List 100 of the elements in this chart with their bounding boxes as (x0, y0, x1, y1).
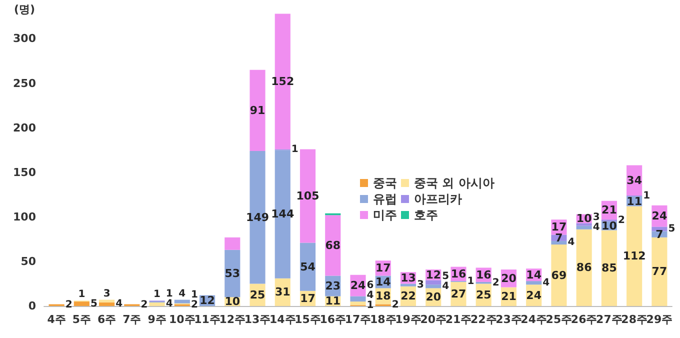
x-tick-label: 7주 (122, 313, 142, 326)
data-label: 21 (602, 204, 617, 217)
data-label: 91 (250, 104, 266, 117)
data-label: 1 (190, 290, 198, 301)
data-label: 4 (568, 237, 575, 248)
data-label: 112 (622, 250, 646, 263)
data-label: 4 (592, 222, 600, 234)
data-label: 1 (643, 190, 650, 202)
bar (350, 296, 366, 302)
bar (149, 302, 165, 306)
x-tick-label: 15주 (294, 313, 321, 326)
x-tick-label: 22주 (470, 313, 497, 326)
y-tick-label: 100 (13, 210, 36, 224)
data-label: 21 (501, 290, 516, 304)
x-tick-label: 25주 (546, 313, 572, 326)
legend-label: 호주 (414, 208, 438, 222)
data-label: 1 (366, 300, 374, 312)
x-tick-label: 21주 (445, 313, 472, 326)
bar (576, 229, 592, 306)
data-label: 69 (551, 268, 567, 282)
data-label: 10 (576, 212, 592, 226)
x-tick-label: 17주 (344, 313, 372, 326)
data-label: 11 (325, 294, 341, 308)
y-tick-label: 0 (28, 300, 36, 312)
data-label: 5 (442, 270, 450, 282)
data-label: 16 (476, 268, 492, 282)
data-label: 2 (190, 300, 198, 311)
x-tick-label: 18주 (370, 313, 396, 326)
data-label: 1 (166, 288, 173, 300)
data-label: 18 (375, 290, 391, 303)
data-label: 2 (492, 277, 500, 288)
data-label: 54 (300, 260, 316, 274)
data-label: 4 (166, 298, 173, 310)
data-label: 2 (65, 300, 72, 311)
data-label: 1 (467, 276, 474, 287)
data-label: 1 (291, 144, 298, 156)
bar (74, 302, 90, 306)
bar (250, 70, 266, 151)
bar (526, 281, 542, 285)
data-label: 10 (224, 295, 240, 308)
data-label: 53 (224, 266, 240, 280)
x-tick-label: 6주 (97, 313, 116, 326)
x-tick-label: 19주 (395, 313, 422, 326)
data-label: 2 (392, 300, 399, 311)
data-label: 2 (140, 300, 148, 311)
data-label: 4 (178, 288, 186, 300)
x-tick-label: 27주 (596, 313, 622, 326)
y-axis-title: (명) (14, 3, 36, 16)
data-label: 3 (103, 288, 110, 300)
data-label: 27 (450, 287, 466, 300)
data-label: 105 (296, 189, 320, 202)
y-tick-label: 50 (20, 254, 36, 268)
data-label: 13 (400, 271, 416, 284)
data-label: 5 (668, 223, 676, 234)
data-label: 11 (626, 194, 642, 208)
data-label: 16 (450, 267, 466, 280)
data-label: 1 (78, 289, 86, 300)
bar (99, 302, 115, 306)
data-label: 7 (555, 231, 563, 244)
bar (652, 226, 668, 232)
bar (99, 300, 115, 302)
data-label: 22 (400, 290, 416, 303)
data-label: 4 (542, 277, 550, 288)
x-tick-label: 26주 (570, 313, 598, 326)
data-label: 24 (652, 210, 668, 223)
data-label: 23 (325, 279, 341, 292)
data-label: 3 (592, 212, 600, 224)
data-label: 25 (476, 288, 492, 302)
x-tick-label: 5주 (72, 313, 92, 326)
x-tick-label: 13주 (244, 313, 271, 326)
data-label: 4 (366, 290, 374, 302)
bar (426, 280, 442, 285)
bar (350, 302, 366, 306)
data-label: 17 (375, 262, 391, 275)
data-label: 24 (526, 288, 542, 302)
bar (325, 215, 341, 276)
y-tick-label: 300 (13, 32, 36, 46)
x-tick-label: 24주 (520, 313, 547, 326)
data-label: 7 (656, 228, 664, 241)
data-label: 24 (350, 279, 366, 292)
data-label: 34 (626, 174, 642, 187)
data-label: 10 (602, 219, 618, 232)
y-tick-label: 250 (13, 76, 36, 90)
y-tick-label: 150 (13, 166, 36, 179)
data-label: 68 (325, 238, 341, 252)
bar (300, 242, 316, 291)
data-label: 14 (375, 275, 392, 288)
data-label: 17 (551, 220, 567, 234)
bar (652, 237, 668, 306)
data-label: 152 (271, 74, 294, 88)
x-tick-label: 11주 (194, 313, 220, 326)
legend-label: 미주 (373, 208, 397, 222)
data-label: 12 (426, 268, 442, 282)
y-tick-label: 200 (13, 121, 36, 134)
data-label: 12 (200, 294, 215, 308)
x-tick-label: 4주 (47, 313, 66, 326)
data-label: 6 (366, 280, 374, 292)
legend-label: 아프리카 (414, 192, 462, 206)
x-tick-label: 20주 (420, 313, 447, 326)
bar (400, 284, 416, 286)
